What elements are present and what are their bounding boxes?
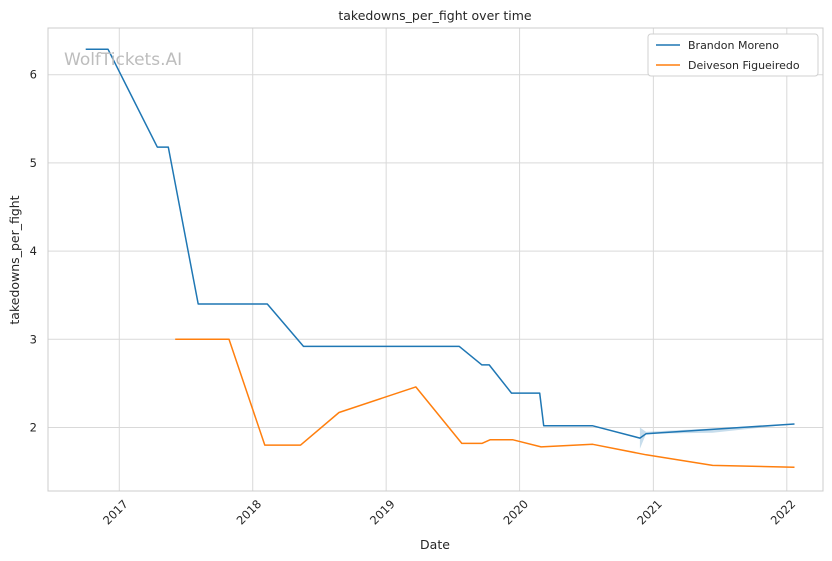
series-line-brandon-moreno	[85, 48, 795, 439]
x-tick-label: 2022	[768, 497, 799, 528]
x-tick-label: 2017	[100, 497, 131, 528]
x-tick-label: 2018	[234, 497, 265, 528]
y-tick-label: 4	[30, 244, 37, 258]
legend-label-brandon-moreno: Brandon Moreno	[688, 39, 779, 52]
legend-box	[647, 33, 819, 77]
series-line-deiveson-figueiredo	[175, 338, 795, 468]
series-lines	[85, 48, 795, 468]
grid	[48, 28, 823, 491]
x-tick-label: 2021	[634, 497, 665, 528]
x-axis-ticks: 2017 2018 2019 2020 2021 2022	[100, 497, 798, 528]
y-tick-label: 5	[30, 156, 37, 170]
y-axis-ticks: 2 3 4 5 6	[30, 68, 37, 435]
x-axis-label: Date	[420, 537, 450, 552]
legend: Brandon Moreno Deiveson Figueiredo	[647, 33, 819, 77]
y-tick-label: 2	[30, 421, 37, 435]
chart-title: takedowns_per_fight over time	[338, 8, 532, 23]
x-tick-label: 2019	[367, 497, 398, 528]
y-tick-label: 3	[30, 332, 37, 346]
legend-label-deiveson-figueiredo: Deiveson Figueiredo	[688, 59, 800, 72]
watermark: WolfTickets.AI	[64, 50, 182, 70]
x-tick-label: 2020	[500, 497, 531, 528]
plot-frame	[47, 27, 824, 492]
y-tick-label: 6	[30, 68, 37, 82]
y-axis-label: takedowns_per_fight	[7, 195, 22, 324]
